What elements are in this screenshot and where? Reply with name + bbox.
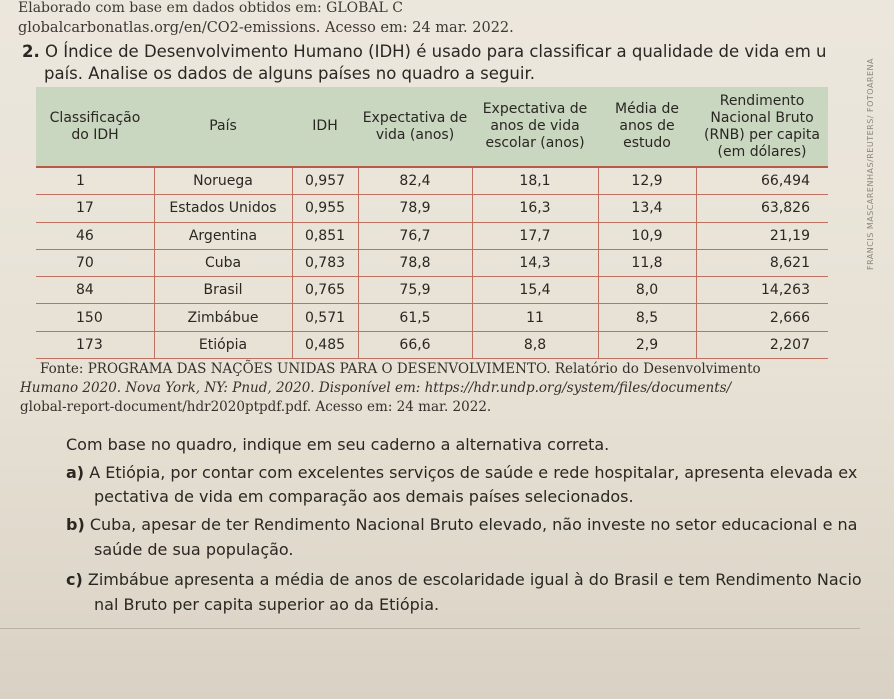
cell-country: Brasil: [154, 276, 293, 305]
cell-income: 21,19: [696, 222, 828, 250]
cell-idh: 0,765: [292, 276, 359, 305]
cell-life: 78,8: [358, 249, 473, 278]
option-c-letter: c): [66, 570, 83, 589]
option-b-text-2: saúde de sua população.: [94, 540, 294, 559]
cell-school: 17,7: [472, 222, 599, 250]
idh-table: Classificação do IDH País IDH Expectativ…: [36, 87, 828, 360]
cell-study: 11,8: [598, 249, 697, 278]
side-photo-credit: FRANCIS MASCARENHAS/REUTERS/ FOTOARENA: [866, 58, 875, 270]
cell-study: 10,9: [598, 222, 697, 250]
cell-life: 78,9: [358, 194, 473, 223]
cell-school: 11: [472, 303, 599, 332]
cell-idh: 0,955: [292, 194, 359, 223]
option-a-letter: a): [66, 463, 85, 482]
cell-school: 14,3: [472, 249, 599, 278]
table-row: 84 Brasil 0,765 75,9 15,4 8,0 14,263: [36, 276, 828, 305]
cell-rank: 173: [36, 331, 155, 360]
cell-idh: 0,957: [292, 167, 359, 196]
table-row: 46 Argentina 0,851 76,7 17,7 10,9 21,19: [36, 222, 828, 250]
table-row: 173 Etiópia 0,485 66,6 8,8 2,9 2,207: [36, 331, 828, 360]
cell-school: 8,8: [472, 331, 599, 360]
cell-life: 66,6: [358, 331, 473, 360]
cell-country: Zimbábue: [154, 303, 293, 332]
table-row: 150 Zimbábue 0,571 61,5 11 8,5 2,666: [36, 303, 828, 332]
cell-rank: 17: [36, 194, 155, 223]
header-school-expectancy: Expectativa de anos de vida escolar (ano…: [472, 87, 598, 168]
cell-idh: 0,571: [292, 303, 359, 332]
cell-idh: 0,851: [292, 222, 359, 250]
instruction: Com base no quadro, indique em seu cader…: [66, 435, 610, 454]
option-c-text-1: Zimbábue apresenta a média de anos de es…: [87, 570, 862, 589]
source-line-3: global-report-document/hdr2020ptpdf.pdf.…: [20, 399, 492, 415]
cell-rank: 150: [36, 303, 155, 332]
cell-income: 8,621: [696, 249, 828, 278]
cell-income: 63,826: [696, 194, 828, 223]
cell-study: 2,9: [598, 331, 697, 360]
option-b-letter: b): [66, 515, 85, 534]
cell-country: Cuba: [154, 249, 293, 278]
cell-country: Argentina: [154, 222, 293, 250]
cell-country: Estados Unidos: [154, 194, 293, 223]
option-a-text-1: A Etiópia, por contar com excelentes ser…: [89, 463, 858, 482]
cell-study: 8,0: [598, 276, 697, 305]
cell-life: 82,4: [358, 167, 473, 196]
cell-school: 15,4: [472, 276, 599, 305]
option-c-text-2: nal Bruto per capita superior ao da Etió…: [94, 595, 440, 614]
cell-study: 13,4: [598, 194, 697, 223]
table-row: 1 Noruega 0,957 82,4 18,1 12,9 66,494: [36, 167, 828, 196]
cell-rank: 46: [36, 222, 155, 250]
cell-idh: 0,783: [292, 249, 359, 278]
question-number: 2.: [22, 42, 40, 61]
option-a-text-2: pectativa de vida em comparação aos dema…: [94, 487, 634, 506]
cell-life: 76,7: [358, 222, 473, 250]
option-b-text-1: Cuba, apesar de ter Rendimento Nacional …: [89, 515, 858, 534]
header-line-2: globalcarbonatlas.org/en/CO2-emissions. …: [18, 20, 514, 36]
cell-study: 12,9: [598, 167, 697, 196]
option-b-line-1: b) Cuba, apesar de ter Rendimento Nacion…: [66, 515, 857, 534]
option-a-line-1: a) A Etiópia, por contar com excelentes …: [66, 463, 857, 482]
source-line-2: Humano 2020. Nova York, NY: Pnud, 2020. …: [20, 380, 732, 396]
cell-idh: 0,485: [292, 331, 359, 360]
table-row: 70 Cuba 0,783 78,8 14,3 11,8 8,621: [36, 249, 828, 278]
header-life-expectancy: Expectativa de vida (anos): [358, 87, 472, 168]
cell-study: 8,5: [598, 303, 697, 332]
header-idh: IDH: [292, 87, 358, 168]
table-header-row: Classificação do IDH País IDH Expectativ…: [36, 87, 828, 168]
question-line-1: 2. O Índice de Desenvolvimento Humano (I…: [22, 42, 827, 61]
page-divider: [0, 628, 860, 629]
header-country: País: [154, 87, 292, 168]
source-line-1: Fonte: PROGRAMA DAS NAÇÕES UNIDAS PARA O…: [40, 361, 761, 377]
cell-rank: 84: [36, 276, 155, 305]
cell-school: 18,1: [472, 167, 599, 196]
question-text-1: O Índice de Desenvolvimento Humano (IDH)…: [45, 42, 827, 61]
cell-country: Etiópia: [154, 331, 293, 360]
header-study-average: Média de anos de estudo: [598, 87, 696, 168]
header-rank: Classificação do IDH: [36, 87, 154, 168]
cell-income: 2,666: [696, 303, 828, 332]
option-c-line-1: c) Zimbábue apresenta a média de anos de…: [66, 570, 862, 589]
cell-rank: 1: [36, 167, 155, 196]
cell-life: 61,5: [358, 303, 473, 332]
cell-income: 14,263: [696, 276, 828, 305]
cell-country: Noruega: [154, 167, 293, 196]
header-line-1: Elaborado com base em dados obtidos em: …: [18, 0, 403, 16]
table-row: 17 Estados Unidos 0,955 78,9 16,3 13,4 63,826: [36, 194, 828, 223]
cell-life: 75,9: [358, 276, 473, 305]
cell-income: 2,207: [696, 331, 828, 360]
cell-income: 66,494: [696, 167, 828, 196]
cell-school: 16,3: [472, 194, 599, 223]
cell-rank: 70: [36, 249, 155, 278]
header-income: Rendimento Nacional Bruto (RNB) per capi…: [696, 87, 828, 168]
question-line-2: país. Analise os dados de alguns países …: [44, 64, 535, 83]
